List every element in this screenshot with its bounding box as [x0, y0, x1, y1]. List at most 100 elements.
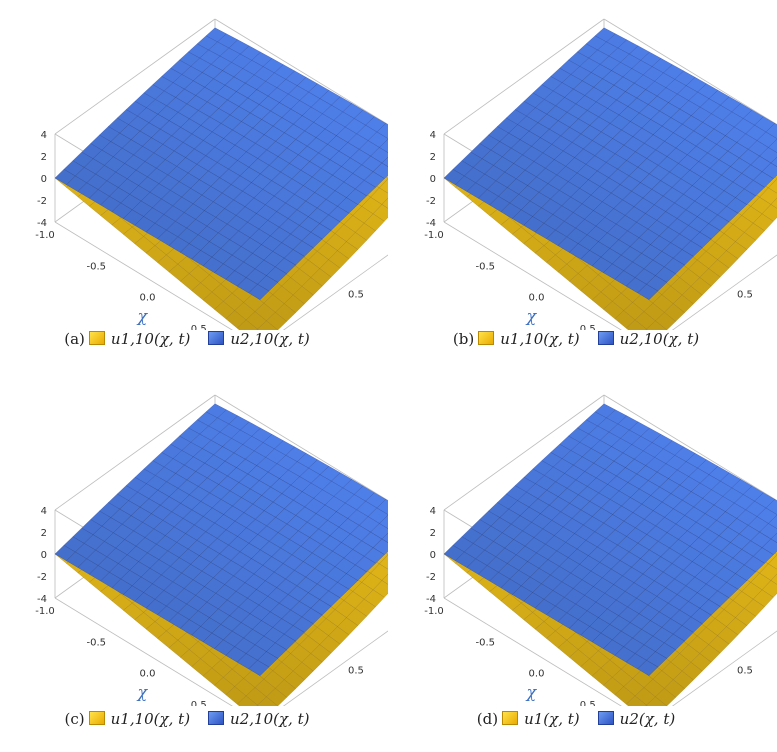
panel-caption-d: (d): [476, 710, 499, 728]
box-edge: [443, 221, 622, 330]
surface-cell: [646, 320, 668, 330]
x-tick-label: 0.0: [140, 669, 156, 680]
legend-entry-u1: u1,10(χ, t): [110, 330, 191, 348]
x-tick-label: -0.5: [475, 637, 495, 648]
panel-caption-c: (c): [64, 710, 85, 728]
yellow-swatch-icon: [88, 711, 105, 725]
surface-plot-a: 420-2-4-1.0-0.50.00.51.00.00.51.0χt: [35, 18, 388, 330]
legend-entry-u1: u1,10(χ, t): [110, 710, 191, 728]
legend-entry-u2: u2,10(χ, t): [619, 330, 700, 348]
blue-swatch-icon: [597, 331, 614, 345]
surface-cell: [256, 704, 259, 706]
x-tick-label: -0.5: [86, 261, 106, 272]
x-tick-label: 0.5: [580, 700, 596, 706]
t-tick-label: 0.5: [348, 666, 364, 677]
z-tick-label: 2: [41, 528, 47, 539]
surface-cell: [248, 284, 270, 300]
yellow-swatch-icon: [502, 711, 519, 725]
legend-entry-u1: u1,10(χ, t): [500, 330, 580, 348]
panel-b: 420-2-4-1.0-0.50.00.51.00.00.51.0χt (b)u…: [389, 0, 777, 376]
x-tick-label: 0.0: [529, 669, 545, 680]
box-edge: [443, 597, 622, 706]
legend-entry-u2: u2(χ, t): [619, 710, 676, 728]
z-tick-label: -2: [426, 572, 436, 583]
blue-swatch-icon: [208, 711, 225, 725]
box-edge: [671, 630, 777, 706]
z-tick-label: 0: [430, 174, 436, 185]
legend-entry-u1: u1(χ, t): [524, 710, 580, 728]
panel-c: 420-2-4-1.0-0.50.00.51.00.00.51.0χt (c)u…: [0, 376, 388, 752]
legend-entry-u2: u2,10(χ, t): [230, 710, 310, 728]
box-edge: [671, 254, 777, 330]
blue-swatch-icon: [597, 711, 614, 725]
z-tick-label: -2: [37, 196, 47, 207]
x-tick-label: -0.5: [475, 261, 495, 272]
box-edge: [54, 394, 216, 511]
t-tick-label: 0.5: [737, 666, 753, 677]
blue-swatch-icon: [208, 331, 225, 345]
x-tick-label: 0.5: [580, 324, 596, 330]
surface-cell: [646, 696, 668, 706]
z-tick-label: 2: [41, 152, 47, 163]
x-tick-label: -1.0: [35, 230, 55, 241]
panel-legend-a: (a) u1,10(χ, t) u2,10(χ, t): [0, 330, 388, 348]
legend-entry-u2: u2,10(χ, t): [230, 330, 310, 348]
x-tick-label: -1.0: [35, 606, 55, 617]
z-tick-label: 4: [430, 130, 436, 141]
surface-cell: [381, 156, 388, 167]
panel-caption-b: (b): [452, 330, 475, 348]
yellow-swatch-icon: [478, 331, 495, 345]
surface-cell: [645, 704, 648, 706]
x-tick-label: 0.5: [191, 324, 207, 330]
z-tick-label: -4: [426, 218, 436, 229]
z-tick-label: -4: [37, 218, 47, 229]
z-tick-label: 4: [41, 130, 47, 141]
surface-plot-b: 420-2-4-1.0-0.50.00.51.00.00.51.0χt: [424, 18, 777, 330]
box-edge: [443, 18, 605, 135]
x-tick-label: 0.0: [529, 293, 545, 304]
surface-cell: [381, 573, 388, 585]
surface-u2: [443, 27, 777, 300]
z-tick-label: 2: [430, 152, 436, 163]
box-edge: [54, 18, 216, 135]
surface-u2: [443, 403, 777, 676]
surface-cell: [381, 197, 388, 209]
x-tick-label: -1.0: [424, 606, 444, 617]
z-tick-label: 0: [430, 550, 436, 561]
surface-u2: [54, 27, 388, 300]
t-tick-label: 0.5: [737, 290, 753, 301]
surface-plot-d: 420-2-4-1.0-0.50.00.51.00.00.51.0χt: [424, 394, 777, 706]
box-edge: [54, 221, 233, 330]
box-edge: [282, 630, 388, 706]
box-edge: [54, 597, 233, 706]
t-tick-label: 0.5: [348, 290, 364, 301]
surface-cell: [256, 328, 259, 330]
z-tick-label: 4: [430, 506, 436, 517]
surface-cell: [645, 328, 648, 330]
panel-a: 420-2-4-1.0-0.50.00.51.00.00.51.0χt (a)u…: [0, 0, 388, 376]
surface-cell: [257, 320, 279, 330]
surface-cell: [637, 660, 659, 676]
x-tick-label: -0.5: [86, 637, 106, 648]
x-tick-label: 0.0: [140, 293, 156, 304]
surface-cell: [248, 660, 270, 676]
box-edge: [282, 254, 388, 330]
x-tick-label: -1.0: [424, 230, 444, 241]
z-tick-label: -2: [426, 196, 436, 207]
z-tick-label: -4: [426, 594, 436, 605]
z-tick-label: 2: [430, 528, 436, 539]
z-tick-label: 0: [41, 550, 47, 561]
surface-plot-c: 420-2-4-1.0-0.50.00.51.00.00.51.0χt: [35, 394, 388, 706]
x-axis-label: χ: [526, 682, 538, 701]
x-axis-label: χ: [137, 682, 149, 701]
surface-cell: [257, 696, 279, 706]
z-tick-label: 0: [41, 174, 47, 185]
yellow-swatch-icon: [88, 331, 105, 345]
z-tick-label: -2: [37, 572, 47, 583]
box-edge: [443, 394, 605, 511]
panel-d: 420-2-4-1.0-0.50.00.51.00.00.51.0χt (d)u…: [389, 376, 777, 752]
panel-legend-c: (c) u1,10(χ, t) u2,10(χ, t): [0, 710, 388, 728]
surface-u2: [54, 403, 388, 676]
panel-legend-d: (d) u1(χ, t) u2(χ, t): [389, 710, 777, 728]
